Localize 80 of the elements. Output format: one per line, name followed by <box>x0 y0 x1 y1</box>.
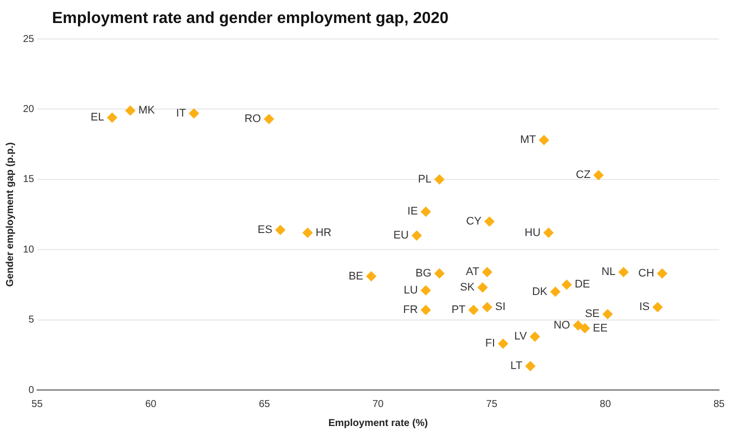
series-label: CH <box>638 268 654 280</box>
x-tick-label: 85 <box>713 398 725 410</box>
series-label: IT <box>176 107 186 120</box>
series-label: IE <box>407 206 418 218</box>
point <box>550 286 560 297</box>
series-label: LV <box>514 330 528 343</box>
point <box>544 228 554 238</box>
point <box>484 216 494 227</box>
point <box>602 309 613 320</box>
point <box>302 228 313 238</box>
x-tick-label: 60 <box>145 398 157 410</box>
y-tick-label: 20 <box>23 104 35 115</box>
series-label: CY <box>466 216 482 228</box>
series-label: AT <box>466 266 480 278</box>
point <box>530 332 540 342</box>
point <box>366 271 376 282</box>
point <box>594 170 604 180</box>
y-tick-label: 25 <box>23 34 35 45</box>
series-label: NO <box>554 319 571 332</box>
point <box>478 282 488 293</box>
point <box>264 114 274 124</box>
point <box>580 323 590 334</box>
series-label: BG <box>416 268 432 280</box>
series-label: PT <box>451 304 466 316</box>
series-label: FI <box>485 338 496 350</box>
point <box>468 304 479 315</box>
series-label: LT <box>510 360 523 372</box>
series-label: NL <box>601 266 616 278</box>
series-label: CZ <box>576 169 591 182</box>
point <box>657 268 668 278</box>
series-label: LU <box>404 284 418 296</box>
series-label: MK <box>138 104 156 117</box>
point <box>125 106 136 116</box>
y-tick-label: 10 <box>23 244 35 256</box>
series-label: EE <box>592 322 608 334</box>
x-tick-label: 65 <box>258 398 270 410</box>
point <box>420 206 431 217</box>
x-tick-label: 75 <box>486 398 498 410</box>
x-axis-title: Employment rate (%) <box>328 418 428 429</box>
x-tick-label: 80 <box>600 398 612 410</box>
y-tick-label: 15 <box>23 174 35 186</box>
series-label: HR <box>316 226 332 239</box>
x-tick-label: 70 <box>372 398 384 410</box>
series-label: EL <box>90 112 104 124</box>
series-label: PL <box>418 173 432 186</box>
point <box>420 304 431 315</box>
series-label: HU <box>524 226 541 239</box>
series-label: RO <box>244 113 262 126</box>
y-tick-label: 0 <box>28 384 35 396</box>
series-label: DK <box>532 286 548 298</box>
point <box>275 224 286 235</box>
series-label: EU <box>393 230 409 242</box>
y-axis-title: Gender employment gap (p.p.) <box>4 142 16 287</box>
series-label: SK <box>460 282 476 294</box>
series-label: SE <box>584 308 600 320</box>
point <box>538 135 549 146</box>
point <box>618 267 629 278</box>
series-label: SI <box>495 301 506 314</box>
series-label: BE <box>348 270 364 282</box>
point <box>188 108 199 118</box>
series-label: IS <box>639 301 650 314</box>
chart-title: Employment rate and gender employment gap, 2020 <box>52 10 449 28</box>
point <box>434 174 444 184</box>
point <box>412 230 422 241</box>
y-tick-label: 5 <box>28 314 35 326</box>
series-label: ES <box>258 224 272 236</box>
point <box>420 285 431 296</box>
point <box>652 302 663 312</box>
point <box>573 320 584 330</box>
point <box>107 112 118 123</box>
point <box>482 302 492 312</box>
x-tick-label: 55 <box>32 398 44 410</box>
point <box>482 267 492 278</box>
series-label: MT <box>520 134 536 146</box>
point <box>525 361 536 372</box>
point <box>498 338 508 349</box>
point <box>434 268 444 278</box>
point <box>562 280 572 290</box>
series-label: FR <box>403 304 418 316</box>
series-label: DE <box>574 278 590 291</box>
